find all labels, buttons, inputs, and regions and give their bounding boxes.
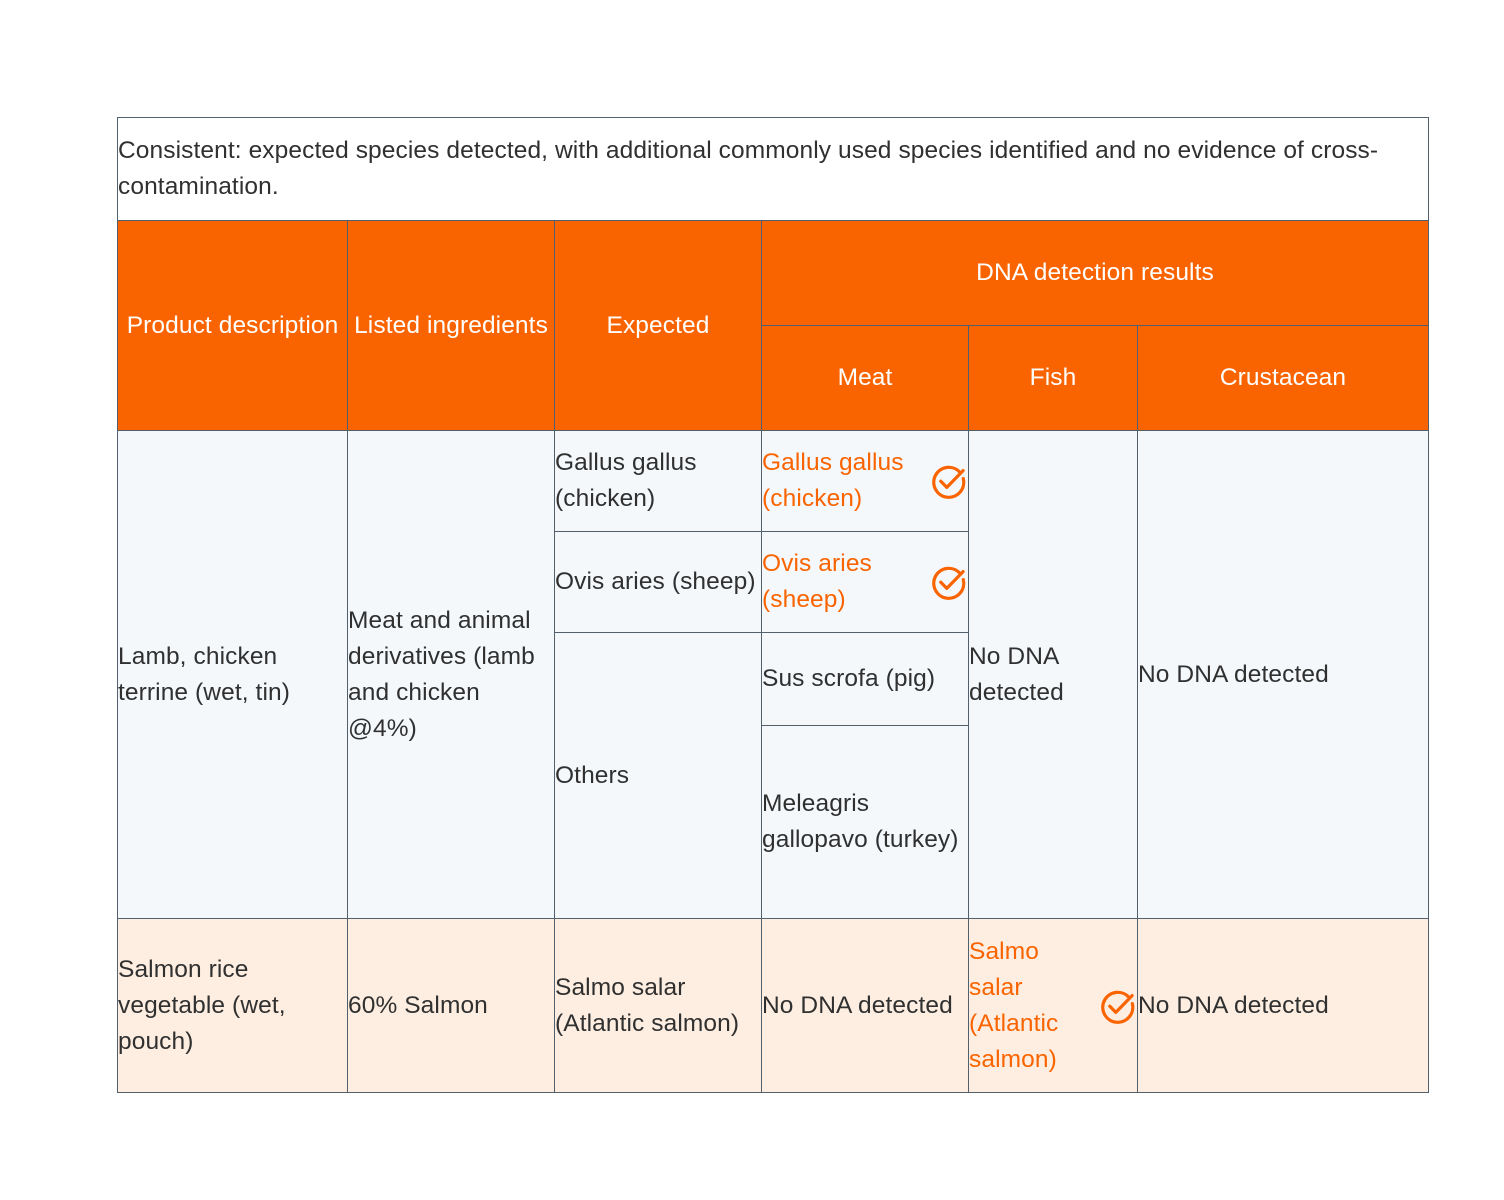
cell-fish-detected: Salmo salar (Atlantic salmon)	[968, 918, 1138, 1093]
table-note-row: Consistent: expected species detected, w…	[117, 117, 1429, 221]
cell-listed-ingredients: Meat and animal derivatives (lamb and ch…	[347, 430, 555, 919]
cell-expected-others: Others	[554, 632, 762, 919]
detected-species-name: Salmo salar (Atlantic salmon)	[969, 937, 1059, 1073]
table-row: Lamb, chicken terrine (wet, tin) Meat an…	[117, 430, 1429, 919]
table-row: Ovis aries (sheep) Ovis aries (sheep)	[118, 531, 1429, 633]
header-expected: Expected	[554, 220, 762, 431]
cell-product-description: Lamb, chicken terrine (wet, tin)	[117, 430, 348, 919]
header-crustacean: Crustacean	[1137, 325, 1429, 431]
table-header-row-secondary: Meat Fish Crustacean	[118, 325, 1429, 431]
detected-species-name: Gallus gallus (chicken)	[762, 449, 904, 512]
cell-crustacean: No DNA detected	[1137, 430, 1429, 919]
header-fish: Fish	[968, 325, 1138, 431]
header-meat: Meat	[761, 325, 969, 431]
cell-expected: Gallus gallus (chicken)	[554, 430, 762, 532]
cell-fish: No DNA detected	[968, 430, 1138, 919]
cell-crustacean: No DNA detected	[1137, 918, 1429, 1093]
dna-results-table: Consistent: expected species detected, w…	[117, 117, 1429, 1093]
detected-result: Gallus gallus (chicken)	[762, 445, 968, 517]
consistency-note-text: Consistent: expected species detected, w…	[118, 137, 1379, 200]
table-row: Salmon rice vegetable (wet, pouch) 60% S…	[117, 918, 1429, 1093]
detected-result: Salmo salar (Atlantic salmon)	[969, 934, 1137, 1078]
table-header-row-primary: Product description Listed ingredients E…	[117, 220, 1429, 431]
check-circle-icon	[930, 563, 968, 601]
cell-expected: Ovis aries (sheep)	[554, 531, 762, 633]
header-product-description: Product description	[117, 220, 348, 431]
cell-meat-other: Sus scrofa (pig)	[761, 632, 969, 726]
cell-meat-detected: Gallus gallus (chicken)	[761, 430, 969, 532]
dna-results-table-container: Consistent: expected species detected, w…	[117, 117, 1429, 1093]
check-circle-icon	[930, 462, 968, 500]
detected-species-name: Ovis aries (sheep)	[762, 550, 872, 613]
check-circle-icon	[1099, 987, 1137, 1025]
cell-meat: No DNA detected	[761, 918, 969, 1093]
detected-result: Ovis aries (sheep)	[762, 546, 968, 618]
header-dna-detection-results: DNA detection results	[761, 220, 1429, 326]
header-listed-ingredients: Listed ingredients	[347, 220, 555, 431]
cell-listed-ingredients: 60% Salmon	[347, 918, 555, 1093]
consistency-note-cell: Consistent: expected species detected, w…	[117, 117, 1429, 221]
cell-meat-other: Meleagris gallopavo (turkey)	[761, 725, 969, 919]
cell-meat-detected: Ovis aries (sheep)	[761, 531, 969, 633]
cell-product-description: Salmon rice vegetable (wet, pouch)	[117, 918, 348, 1093]
table-row: Meleagris gallopavo (turkey)	[118, 725, 1429, 919]
cell-expected: Salmo salar (Atlantic salmon)	[554, 918, 762, 1093]
